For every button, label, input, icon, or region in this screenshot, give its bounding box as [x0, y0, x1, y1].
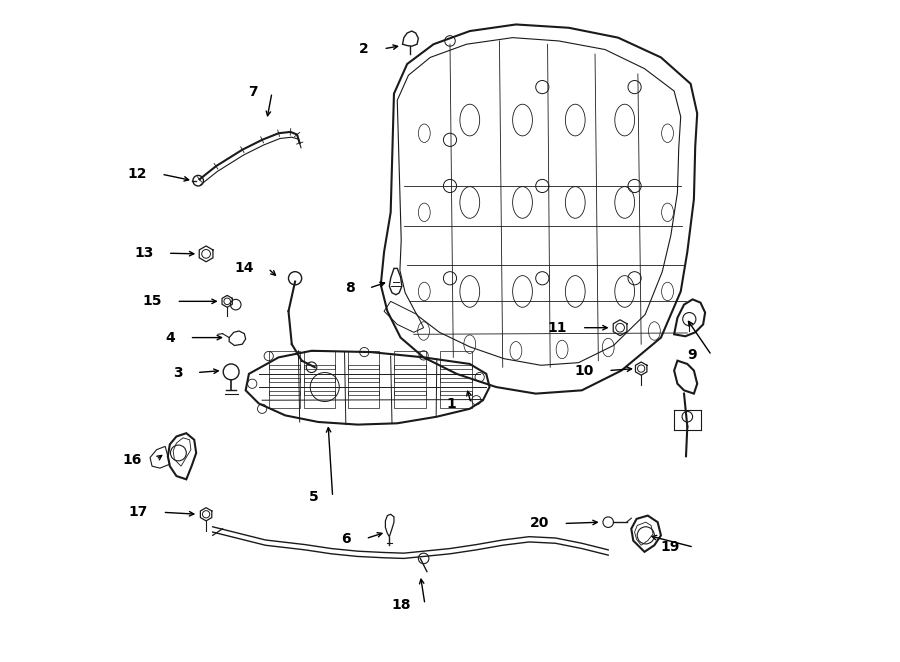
- Text: 2: 2: [359, 42, 369, 56]
- Text: 8: 8: [345, 281, 355, 295]
- Text: 5: 5: [309, 490, 319, 504]
- Text: 3: 3: [173, 365, 183, 379]
- Text: 6: 6: [341, 532, 351, 545]
- Text: 4: 4: [166, 330, 176, 345]
- Text: 20: 20: [529, 516, 549, 530]
- Text: 17: 17: [129, 505, 148, 519]
- Text: 12: 12: [127, 167, 147, 181]
- Text: 19: 19: [660, 540, 680, 554]
- Text: 14: 14: [234, 261, 254, 275]
- Text: 16: 16: [122, 453, 141, 467]
- Text: 11: 11: [548, 320, 567, 335]
- Text: 13: 13: [134, 246, 153, 260]
- Text: 18: 18: [391, 598, 410, 612]
- Text: 7: 7: [248, 85, 257, 99]
- Text: 1: 1: [446, 397, 456, 410]
- Text: 10: 10: [574, 363, 594, 377]
- Text: 15: 15: [142, 295, 162, 308]
- Text: 9: 9: [688, 348, 698, 362]
